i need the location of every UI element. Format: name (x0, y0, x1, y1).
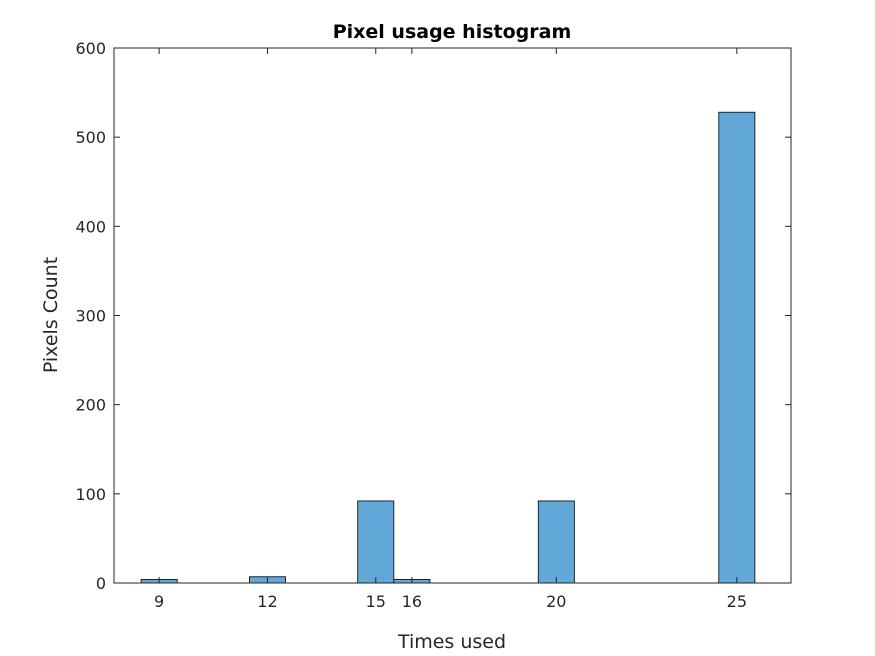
y-tick-label: 400 (75, 217, 106, 236)
y-axis-label: Pixels Count (40, 257, 62, 373)
y-tick-label: 200 (75, 396, 106, 415)
histogram-bar (357, 500, 395, 584)
x-tick-label: 9 (154, 592, 164, 611)
chart-title: Pixel usage histogram (333, 21, 572, 43)
x-tick-label: 12 (257, 592, 277, 611)
y-tick-label: 500 (75, 128, 106, 147)
x-tick-label: 25 (727, 592, 747, 611)
x-tick-label: 20 (546, 592, 566, 611)
x-tick-label: 16 (402, 592, 422, 611)
axes-layer: 0 100 200 300 400 500 600 9 12 15 16 20 25 (75, 39, 792, 611)
y-tick-label: 300 (75, 307, 106, 326)
x-tick-label: 15 (366, 592, 386, 611)
histogram-bar (718, 111, 756, 584)
bars-layer (140, 111, 756, 584)
y-tick-label: 0 (96, 574, 106, 593)
x-axis-label: Times used (397, 631, 506, 653)
y-tick-label: 600 (75, 39, 106, 58)
y-tick-label: 100 (75, 485, 106, 504)
histogram-bar (537, 500, 575, 584)
